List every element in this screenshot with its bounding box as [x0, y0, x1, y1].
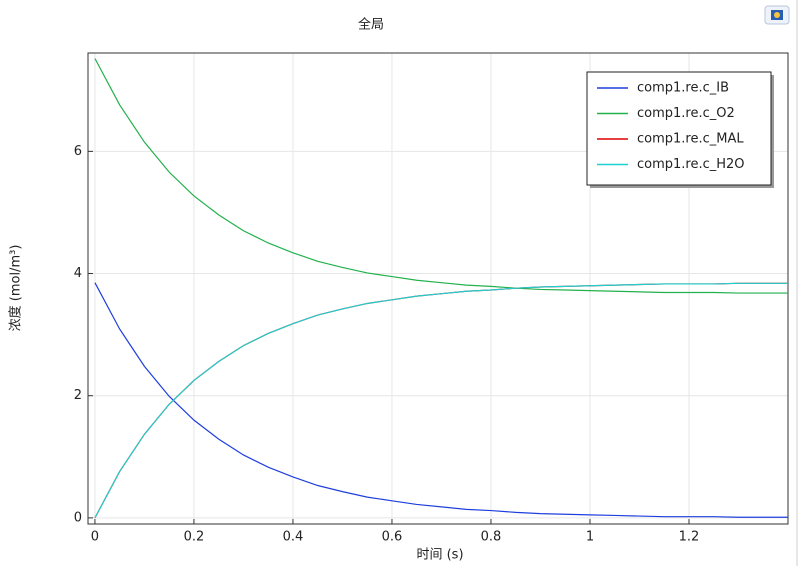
- x-tick-label: 0.8: [481, 530, 502, 545]
- legend-label: comp1.re.c_MAL: [637, 132, 744, 147]
- y-tick-label: 6: [74, 144, 82, 159]
- series-line: [94, 282, 788, 519]
- x-tick-label: 1.2: [679, 530, 700, 545]
- legend-label: comp1.re.c_IB: [637, 81, 729, 96]
- x-tick-label: 0.2: [184, 530, 205, 545]
- legend-box: [586, 71, 772, 186]
- x-tick-label: 0.6: [382, 530, 403, 545]
- y-tick-label: 2: [74, 388, 82, 403]
- x-tick-label: 0: [91, 530, 99, 545]
- x-axis-label: 时间 (s): [416, 548, 463, 563]
- series-line: [94, 282, 788, 518]
- x-tick-label: 1: [586, 530, 594, 545]
- x-tick-label: 0.4: [283, 530, 304, 545]
- legend-label: comp1.re.c_O2: [637, 106, 735, 121]
- y-axis-label: 浓度 (mol/m³): [8, 245, 24, 332]
- series-line: [94, 58, 788, 294]
- legend-label: comp1.re.c_H2O: [637, 157, 745, 172]
- chart-title: 全局: [358, 17, 384, 33]
- toolbar-icon[interactable]: [764, 5, 790, 25]
- plot-frame: [87, 52, 789, 525]
- y-tick-label: 0: [74, 510, 82, 525]
- y-tick-label: 4: [74, 266, 82, 281]
